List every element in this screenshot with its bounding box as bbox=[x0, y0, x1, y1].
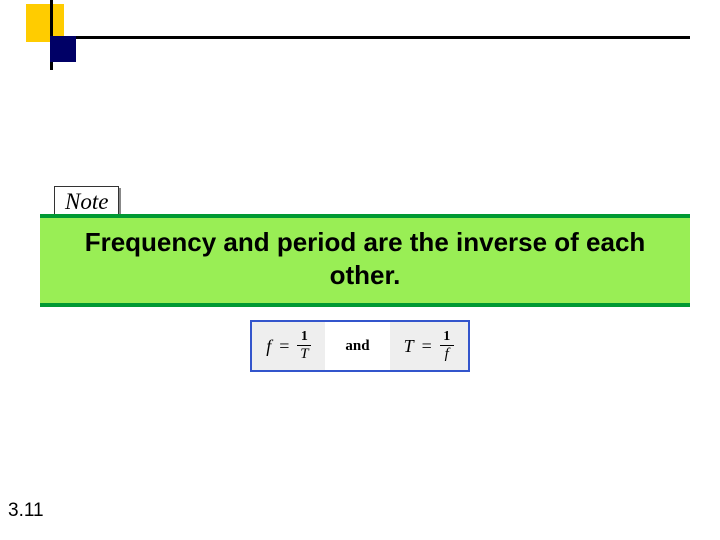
fraction-1-over-f: 1 f bbox=[440, 330, 454, 362]
denominator: f bbox=[445, 346, 449, 362]
statement-text: Frequency and period are the inverse of … bbox=[50, 226, 680, 291]
lhs-var-f: f bbox=[266, 336, 271, 357]
formula-right: T = 1 f bbox=[390, 322, 468, 370]
formula-row: f = 1 T and T = 1 f bbox=[252, 322, 468, 370]
equals-sign: = bbox=[277, 336, 291, 357]
note-label: Note bbox=[65, 189, 108, 214]
denominator: T bbox=[300, 346, 308, 362]
highlight-band: Frequency and period are the inverse of … bbox=[40, 214, 690, 307]
corner-decoration bbox=[0, 0, 720, 70]
navy-square bbox=[50, 36, 76, 62]
formula-container: f = 1 T and T = 1 f bbox=[0, 320, 720, 372]
equals-sign: = bbox=[420, 336, 434, 357]
connector-and: and bbox=[325, 330, 389, 363]
formula-left: f = 1 T bbox=[252, 322, 325, 370]
page-number: 3.11 bbox=[8, 500, 44, 522]
numerator: 1 bbox=[443, 330, 450, 345]
numerator: 1 bbox=[301, 330, 308, 345]
lhs-var-T: T bbox=[404, 336, 414, 357]
formula-box: f = 1 T and T = 1 f bbox=[250, 320, 470, 372]
horizontal-rule bbox=[50, 36, 690, 39]
fraction-1-over-T: 1 T bbox=[297, 330, 311, 362]
